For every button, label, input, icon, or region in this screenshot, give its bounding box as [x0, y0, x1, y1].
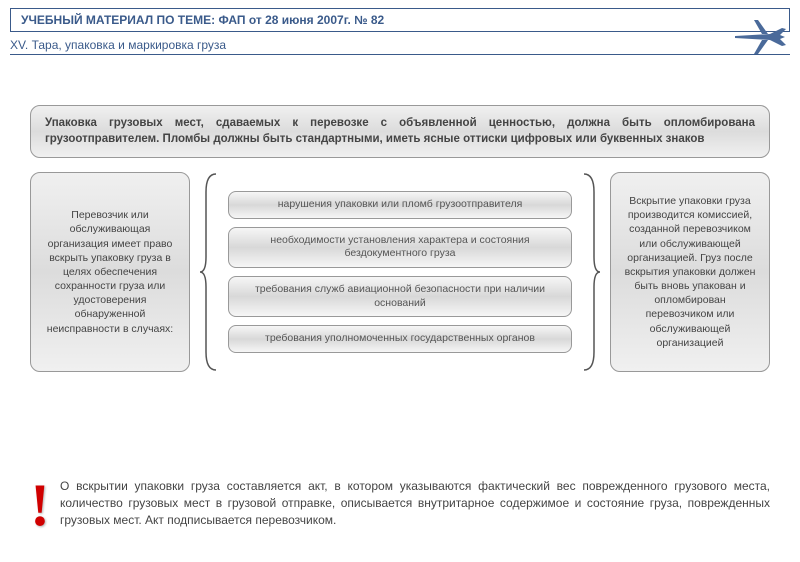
- header-title: УЧЕБНЫЙ МАТЕРИАЛ ПО ТЕМЕ: ФАП от 28 июня…: [21, 13, 384, 27]
- right-box-text: Вскрытие упаковки груза производится ком…: [619, 194, 761, 350]
- mid-item-0: нарушения упаковки или пломб грузоотправ…: [228, 191, 572, 219]
- top-info-text: Упаковка грузовых мест, сдаваемых к пере…: [45, 117, 755, 145]
- content-row: Перевозчик или обслуживающая организация…: [30, 172, 770, 372]
- footer-text: О вскрытии упаковки груза составляется а…: [60, 479, 770, 527]
- right-box: Вскрытие упаковки груза производится ком…: [610, 172, 770, 372]
- exclamation-icon: !: [30, 478, 50, 532]
- footer-text-block: О вскрытии упаковки груза составляется а…: [60, 478, 770, 528]
- subheader-text: XV. Тара, упаковка и маркировка груза: [10, 38, 226, 52]
- page-subheader: XV. Тара, упаковка и маркировка груза: [10, 36, 790, 55]
- middle-column: нарушения упаковки или пломб грузоотправ…: [228, 172, 572, 372]
- exclamation-glyph: !: [30, 472, 50, 538]
- airplane-icon: [730, 14, 790, 54]
- mid-item-2: требования служб авиационной безопасност…: [228, 276, 572, 317]
- right-brace-icon: [580, 172, 602, 372]
- footer-block: ! О вскрытии упаковки груза составляется…: [30, 478, 770, 532]
- mid-item-3-text: требования уполномоченных государственны…: [265, 332, 535, 344]
- page-header: УЧЕБНЫЙ МАТЕРИАЛ ПО ТЕМЕ: ФАП от 28 июня…: [10, 8, 790, 32]
- mid-item-0-text: нарушения упаковки или пломб грузоотправ…: [278, 198, 523, 210]
- mid-item-1-text: необходимости установления характера и с…: [270, 234, 529, 260]
- mid-item-2-text: требования служб авиационной безопасност…: [255, 283, 545, 309]
- mid-item-3: требования уполномоченных государственны…: [228, 325, 572, 353]
- left-brace-icon: [198, 172, 220, 372]
- top-info-box: Упаковка грузовых мест, сдаваемых к пере…: [30, 105, 770, 158]
- left-box: Перевозчик или обслуживающая организация…: [30, 172, 190, 372]
- mid-item-1: необходимости установления характера и с…: [228, 227, 572, 268]
- left-box-text: Перевозчик или обслуживающая организация…: [39, 208, 181, 336]
